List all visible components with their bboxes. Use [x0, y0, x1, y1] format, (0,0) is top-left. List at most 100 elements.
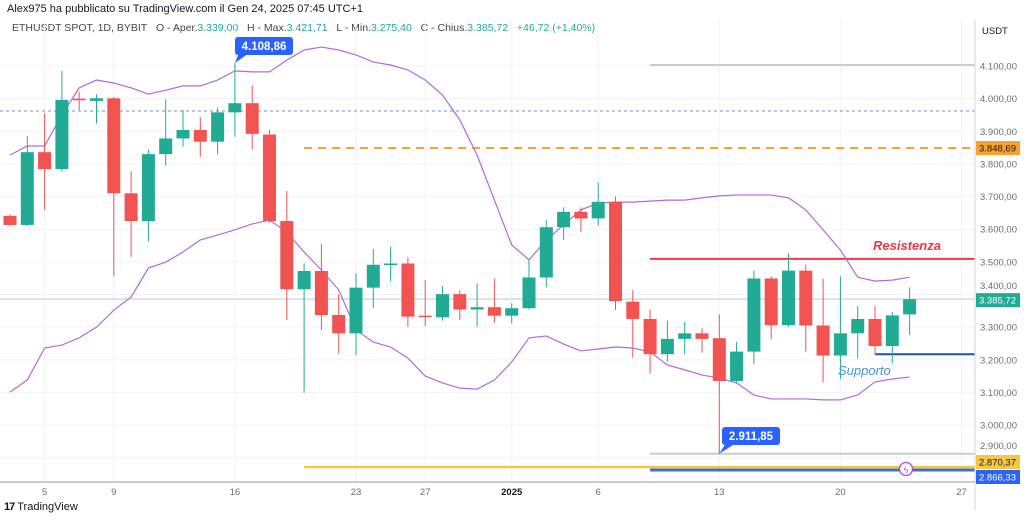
bollinger-upper-line — [9, 46, 910, 282]
candle — [332, 294, 346, 354]
candle-body — [176, 129, 190, 139]
candle — [747, 270, 761, 365]
candle — [245, 85, 259, 150]
candle — [349, 273, 363, 356]
candle — [193, 117, 207, 157]
date-tick-label: 6 — [596, 487, 601, 498]
close-label: C - Chius. — [420, 22, 468, 34]
candle — [263, 129, 276, 223]
price-tick-label: 3.800,00 — [980, 159, 1017, 170]
candle — [487, 278, 501, 323]
candle — [228, 63, 242, 137]
candles — [3, 63, 917, 454]
candle-body — [453, 294, 467, 310]
price-tick-label: 3.500,00 — [980, 257, 1017, 268]
candle — [643, 309, 657, 374]
candle-body — [124, 193, 138, 222]
candle-body — [297, 270, 311, 290]
candle-body — [280, 221, 294, 290]
candle-body — [678, 333, 692, 339]
candle — [868, 305, 882, 355]
candle-body — [141, 154, 155, 222]
tradingview-logo[interactable]: 17 TradingView — [4, 501, 78, 513]
candle — [851, 305, 865, 359]
candle-body — [314, 270, 328, 316]
price-axis: USDT 4.100,00 4.000,00 3.900,00 3.800,00 3.70… — [974, 20, 1024, 521]
date-tick-label: 5 — [42, 487, 47, 498]
candle-body — [349, 287, 363, 334]
lightning-icon-glyph: ϟ — [904, 465, 909, 475]
candle — [730, 341, 744, 384]
low-label: L - Min. — [336, 22, 371, 34]
candle-body — [539, 227, 553, 278]
candle — [90, 94, 103, 124]
time-axis: 5 9 16 23 27 2025 6 13 20 27 — [0, 481, 975, 498]
candle — [591, 182, 605, 226]
candle — [626, 290, 640, 358]
candle-body — [782, 270, 795, 326]
candle — [453, 290, 467, 320]
price-tick-label: 2.900,00 — [980, 441, 1017, 452]
candle-body — [20, 152, 34, 225]
candle — [678, 321, 692, 355]
candle-body — [193, 129, 207, 142]
lightning-icon — [898, 461, 914, 477]
candle — [712, 314, 726, 454]
candle-body — [487, 307, 501, 316]
close-value: 3.385,72 — [467, 22, 509, 34]
yellow-level-badge-bg — [976, 455, 1020, 469]
candle — [609, 196, 622, 311]
candle — [20, 135, 34, 226]
candle-body — [505, 308, 519, 316]
candle — [314, 244, 328, 331]
candle-body — [764, 278, 778, 326]
price-tick-label: 4.000,00 — [980, 94, 1017, 105]
high-callout-box — [235, 37, 293, 55]
candle-body — [228, 103, 242, 113]
candle — [141, 149, 155, 242]
candle — [436, 285, 449, 321]
candle — [470, 283, 484, 327]
candle — [418, 280, 432, 327]
candle-body — [55, 99, 69, 170]
price-tick-label: 4.100,00 — [980, 62, 1017, 73]
price-tick-label: 3.900,00 — [980, 127, 1017, 138]
date-tick-label: 16 — [230, 487, 241, 498]
price-tick-label: 3.400,00 — [980, 281, 1017, 292]
candle — [280, 191, 294, 320]
candle — [782, 253, 795, 328]
low-callout-box — [722, 427, 780, 445]
date-tick-label: 9 — [111, 487, 116, 498]
candle — [833, 276, 847, 380]
candle — [557, 207, 571, 240]
candle-body — [609, 201, 622, 302]
price-tick-label: 3.100,00 — [980, 388, 1017, 399]
candle-body — [695, 333, 709, 339]
candle — [885, 311, 899, 364]
candle-body — [712, 338, 726, 381]
candle — [159, 99, 173, 166]
candle-body — [72, 98, 86, 101]
candle-body — [816, 325, 830, 356]
blue-level-badge: 2.866,33 — [979, 473, 1016, 484]
blue-level-badge-bg — [976, 470, 1020, 484]
candle — [211, 107, 225, 155]
candle-body — [159, 138, 173, 155]
tradingview-logo-icon: 17 — [4, 501, 15, 513]
candle-body — [3, 215, 17, 225]
candle-body — [643, 318, 657, 355]
axis-corner — [976, 492, 1024, 521]
open-label: O - Aper. — [155, 22, 198, 34]
currency-label: USDT — [982, 26, 1008, 37]
grid — [0, 20, 975, 482]
candle-body — [833, 333, 847, 356]
candle-body — [591, 201, 605, 219]
high-label: H - Max. — [247, 22, 287, 34]
resistance-label: Resistenza — [873, 238, 941, 253]
high-value: 3.421,71 — [286, 22, 328, 34]
symbol-legend: ETHUSDT SPOT, 1D, BYBIT O - Aper.3.339,0… — [12, 22, 595, 34]
candle-body — [401, 263, 415, 317]
last-price-badge: 3.385,72 — [979, 296, 1016, 307]
candle — [55, 70, 69, 172]
